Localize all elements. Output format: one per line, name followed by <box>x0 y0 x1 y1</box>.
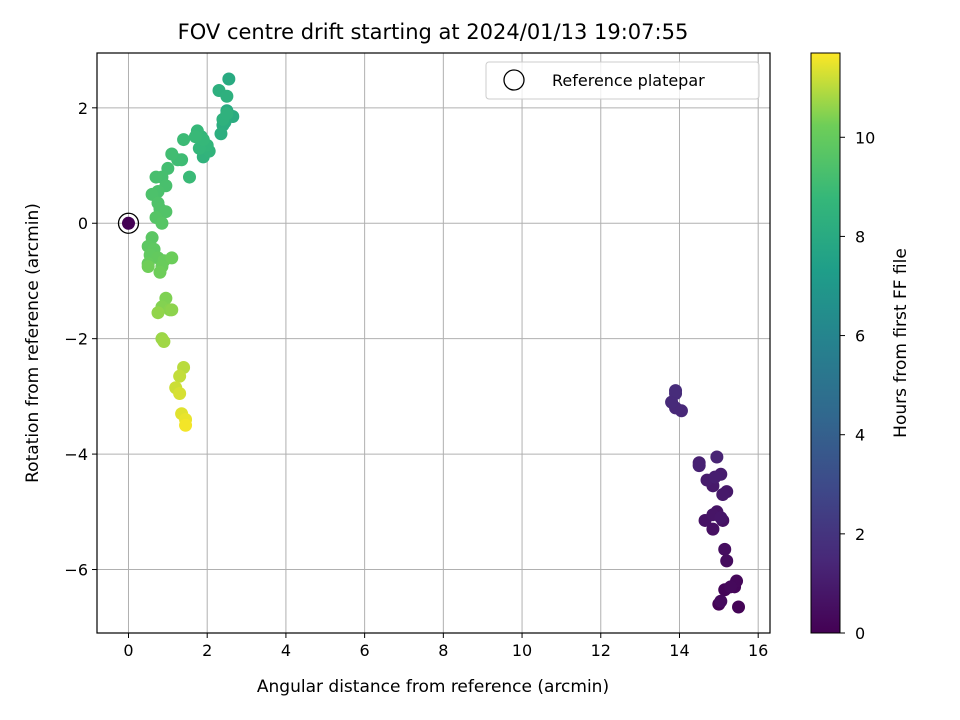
scatter-point <box>718 542 732 556</box>
scatter-point <box>222 72 236 86</box>
scatter-point <box>173 386 187 400</box>
legend-box <box>485 61 760 100</box>
y-tick-label: 0 <box>78 214 88 233</box>
scatter-point <box>220 107 234 121</box>
scatter-point <box>720 554 734 568</box>
scatter-point <box>173 369 187 383</box>
y-tick-label: 2 <box>78 99 88 118</box>
scatter-point <box>214 127 228 141</box>
scatter-point <box>182 170 196 184</box>
reference-marker <box>117 212 140 234</box>
scatter-point <box>177 133 191 147</box>
scatter-point <box>159 205 173 219</box>
reference-platepar-marker <box>117 212 140 234</box>
legend: Reference platepar <box>485 61 760 100</box>
y-axis-title: Rotation from reference (arcmin) <box>23 203 43 483</box>
legend-entry-reference-platepar: Reference platepar <box>552 71 705 90</box>
y-tick-label: −4 <box>64 445 88 464</box>
scatter-point <box>710 450 724 464</box>
x-tick-label: 14 <box>669 641 689 660</box>
scatter-point <box>188 130 202 144</box>
scatter-point <box>692 459 706 473</box>
plot-area-frame <box>96 52 771 634</box>
scatter-point <box>149 170 163 184</box>
scatter-point <box>716 487 730 501</box>
colorbar-tick-label: 6 <box>855 327 865 346</box>
colorbar-tick-label: 8 <box>855 227 865 246</box>
x-tick-label: 10 <box>512 641 532 660</box>
colorbar-tick-label: 4 <box>855 426 865 445</box>
x-tick-label: 4 <box>281 641 291 660</box>
scatter-point <box>732 600 746 614</box>
colorbar-label: Hours from first FF file <box>891 248 911 438</box>
colorbar-tick-label: 10 <box>855 128 875 147</box>
y-tick-label: −2 <box>64 330 88 349</box>
scatter-points <box>121 72 746 614</box>
x-axis-title: Angular distance from reference (arcmin) <box>257 677 609 697</box>
scatter-point <box>165 251 179 265</box>
scatter-point <box>151 306 165 320</box>
x-axis: 0 2 4 6 8 10 12 14 16 <box>123 633 768 660</box>
colorbar-tick-label: 2 <box>855 525 865 544</box>
colorbar-frame <box>810 52 841 634</box>
y-tick-label: −6 <box>64 561 88 580</box>
colorbar-gradient <box>811 53 840 633</box>
scatter-point <box>179 418 193 432</box>
x-tick-label: 16 <box>748 641 768 660</box>
x-tick-label: 12 <box>591 641 611 660</box>
legend-marker <box>503 69 525 91</box>
scatter-point <box>714 594 728 608</box>
scatter-point <box>153 265 167 279</box>
scatter-point <box>669 384 683 398</box>
scatter-point <box>714 511 728 525</box>
scatter-point <box>155 216 169 230</box>
scatter-point <box>165 303 179 317</box>
colorbar: 0 2 4 6 8 10 Hours from first FF file <box>810 52 911 643</box>
x-tick-label: 0 <box>123 641 133 660</box>
grid <box>97 53 770 633</box>
scatter-point <box>157 335 171 349</box>
scatter-point <box>141 260 155 274</box>
scatter-point <box>706 522 720 536</box>
x-tick-label: 8 <box>438 641 448 660</box>
scatter-point <box>165 147 179 161</box>
scatter-point <box>724 580 738 594</box>
scatter-point <box>121 216 135 230</box>
colorbar-tick-label: 0 <box>855 624 865 643</box>
scatter-point <box>220 89 234 103</box>
x-tick-label: 2 <box>202 641 212 660</box>
chart-title: FOV centre drift starting at 2024/01/13 … <box>178 20 689 44</box>
x-tick-label: 6 <box>360 641 370 660</box>
colorbar-ticks: 0 2 4 6 8 10 <box>840 128 875 643</box>
y-axis: −6 −4 −2 0 2 <box>64 99 97 580</box>
scatter-point <box>708 470 722 484</box>
